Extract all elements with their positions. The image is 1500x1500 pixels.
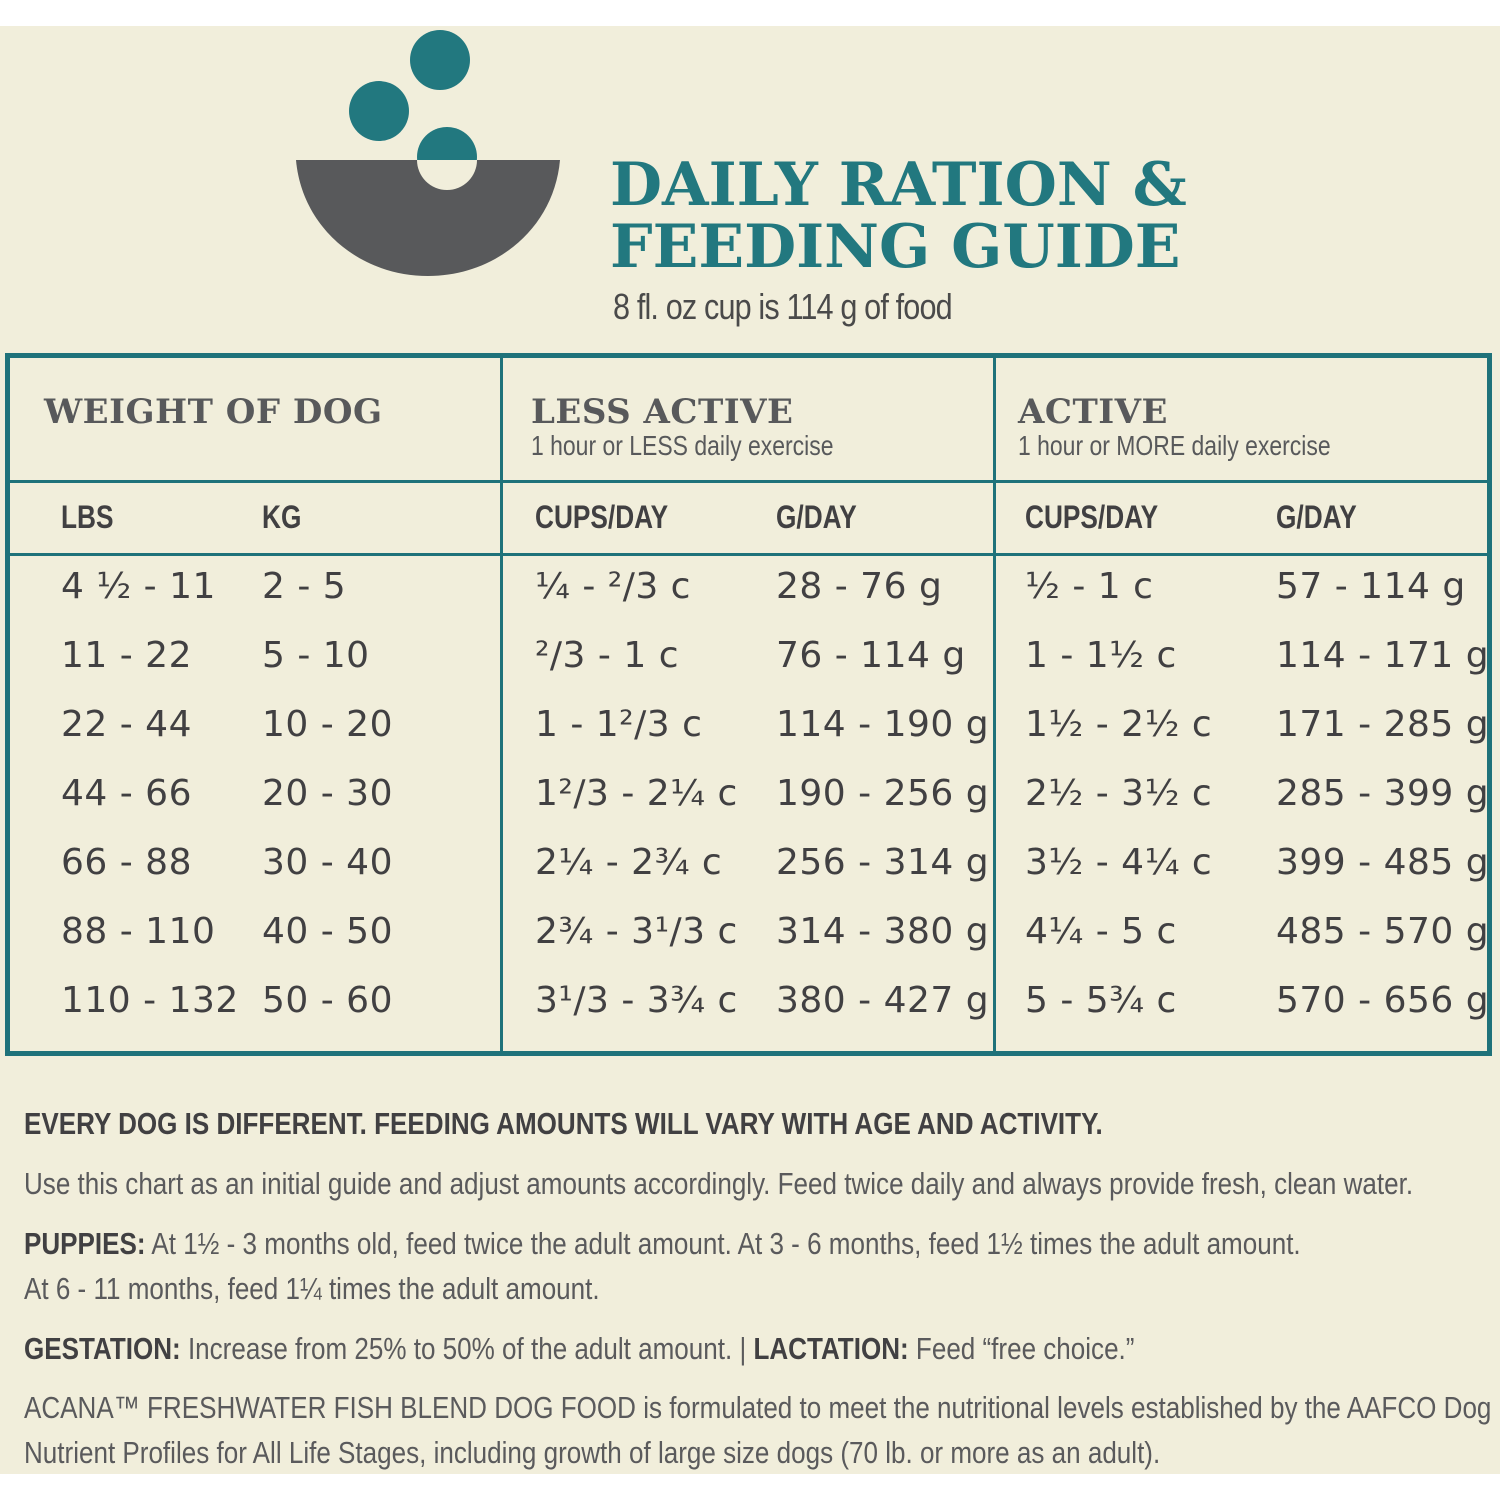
cell-cups-less: ¼ - ²/3 c	[535, 566, 691, 607]
cell-grams-active: 57 - 114 g	[1276, 566, 1466, 607]
cell-grams-active: 285 - 399 g	[1276, 773, 1490, 814]
group-title-active: ACTIVE	[1018, 392, 1168, 432]
puppies-label: PUPPIES:	[24, 1226, 146, 1261]
food-bowl-icon	[296, 30, 560, 276]
page-title: DAILY RATION & FEEDING GUIDE	[610, 150, 1187, 282]
kibble-icon	[349, 81, 409, 141]
cell-grams-less: 380 - 427 g	[776, 980, 990, 1021]
cell-lbs: 88 - 110	[61, 911, 216, 952]
cell-cups-less: 1 - 1²/3 c	[535, 704, 703, 745]
cell-cups-active: 1½ - 2½ c	[1025, 704, 1213, 745]
lactation-text: Feed “free choice.”	[908, 1331, 1135, 1366]
notes-gestation: GESTATION: Increase from 25% to 50% of t…	[24, 1331, 1134, 1367]
cell-cups-less: 2¼ - 2¾ c	[535, 842, 723, 883]
cell-cups-less: 1²/3 - 2¼ c	[535, 773, 738, 814]
kibble-icon	[410, 30, 470, 90]
cell-kg: 10 - 20	[262, 704, 393, 745]
cell-lbs: 44 - 66	[61, 773, 192, 814]
cell-grams-active: 399 - 485 g	[1276, 842, 1490, 883]
cell-kg: 40 - 50	[262, 911, 393, 952]
group-title-less-active: LESS ACTIVE	[531, 392, 794, 432]
column-header-lbs: LBS	[61, 499, 114, 535]
notes-puppies-cont: At 6 - 11 months, feed 1¼ times the adul…	[24, 1271, 600, 1306]
cell-grams-less: 190 - 256 g	[776, 773, 990, 814]
cell-cups-active: 2½ - 3½ c	[1025, 773, 1213, 814]
notes-heading: EVERY DOG IS DIFFERENT. FEEDING AMOUNTS …	[24, 1106, 1103, 1141]
cell-cups-less: 3¹/3 - 3¾ c	[535, 980, 738, 1021]
row-divider	[10, 553, 1487, 556]
cell-grams-active: 114 - 171 g	[1276, 635, 1490, 676]
cell-grams-active: 485 - 570 g	[1276, 911, 1490, 952]
feeding-table	[5, 353, 1492, 1056]
cell-cups-active: 1 - 1½ c	[1025, 635, 1177, 676]
column-header-kg: KG	[262, 499, 302, 535]
cell-lbs: 66 - 88	[61, 842, 192, 883]
cell-cups-active: 3½ - 4¼ c	[1025, 842, 1213, 883]
group-subtitle-active: 1 hour or MORE daily exercise	[1018, 430, 1331, 461]
cell-grams-active: 171 - 285 g	[1276, 704, 1490, 745]
row-divider	[10, 480, 1487, 483]
column-divider	[500, 358, 503, 1051]
cell-grams-active: 570 - 656 g	[1276, 980, 1490, 1021]
puppies-text: At 1½ - 3 months old, feed twice the adu…	[145, 1226, 1301, 1261]
bowl-icon	[296, 160, 560, 276]
cell-kg: 30 - 40	[262, 842, 393, 883]
column-header-grams-active: G/DAY	[1276, 499, 1357, 535]
cell-kg: 2 - 5	[262, 566, 347, 607]
notes-puppies: PUPPIES: At 1½ - 3 months old, feed twic…	[24, 1226, 1301, 1262]
cell-cups-less: 2¾ - 3¹/3 c	[535, 911, 738, 952]
cell-grams-less: 314 - 380 g	[776, 911, 990, 952]
notes-aafco: ACANA™ FRESHWATER FISH BLEND DOG FOOD is…	[24, 1390, 1500, 1425]
notes-aafco-cont: Nutrient Profiles for All Life Stages, i…	[24, 1435, 1161, 1470]
cell-cups-active: ½ - 1 c	[1025, 566, 1154, 607]
notes-intro: Use this chart as an initial guide and a…	[24, 1166, 1414, 1201]
cell-lbs: 11 - 22	[61, 635, 192, 676]
cell-grams-less: 256 - 314 g	[776, 842, 990, 883]
cell-lbs: 110 - 132	[61, 980, 239, 1021]
column-divider	[993, 358, 996, 1051]
cell-grams-less: 114 - 190 g	[776, 704, 990, 745]
cell-cups-active: 5 - 5¾ c	[1025, 980, 1177, 1021]
group-subtitle-less-active: 1 hour or LESS daily exercise	[531, 430, 834, 461]
cell-lbs: 22 - 44	[61, 704, 192, 745]
lactation-label: LACTATION:	[753, 1331, 909, 1366]
cell-grams-less: 76 - 114 g	[776, 635, 966, 676]
column-header-cups-less: CUPS/DAY	[535, 499, 669, 535]
gestation-text: Increase from 25% to 50% of the adult am…	[180, 1331, 754, 1366]
column-header-cups-active: CUPS/DAY	[1025, 499, 1159, 535]
gestation-label: GESTATION:	[24, 1331, 181, 1366]
feeding-guide-panel	[0, 26, 1500, 1474]
cell-kg: 20 - 30	[262, 773, 393, 814]
group-title-weight: WEIGHT OF DOG	[44, 392, 383, 432]
cell-kg: 50 - 60	[262, 980, 393, 1021]
cell-kg: 5 - 10	[262, 635, 370, 676]
cell-grams-less: 28 - 76 g	[776, 566, 943, 607]
cell-cups-less: ²/3 - 1 c	[535, 635, 679, 676]
cell-cups-active: 4¼ - 5 c	[1025, 911, 1177, 952]
column-header-grams-less: G/DAY	[776, 499, 857, 535]
cell-lbs: 4 ½ - 11	[61, 566, 216, 607]
page-subtitle: 8 fl. oz cup is 114 g of food	[613, 286, 953, 327]
